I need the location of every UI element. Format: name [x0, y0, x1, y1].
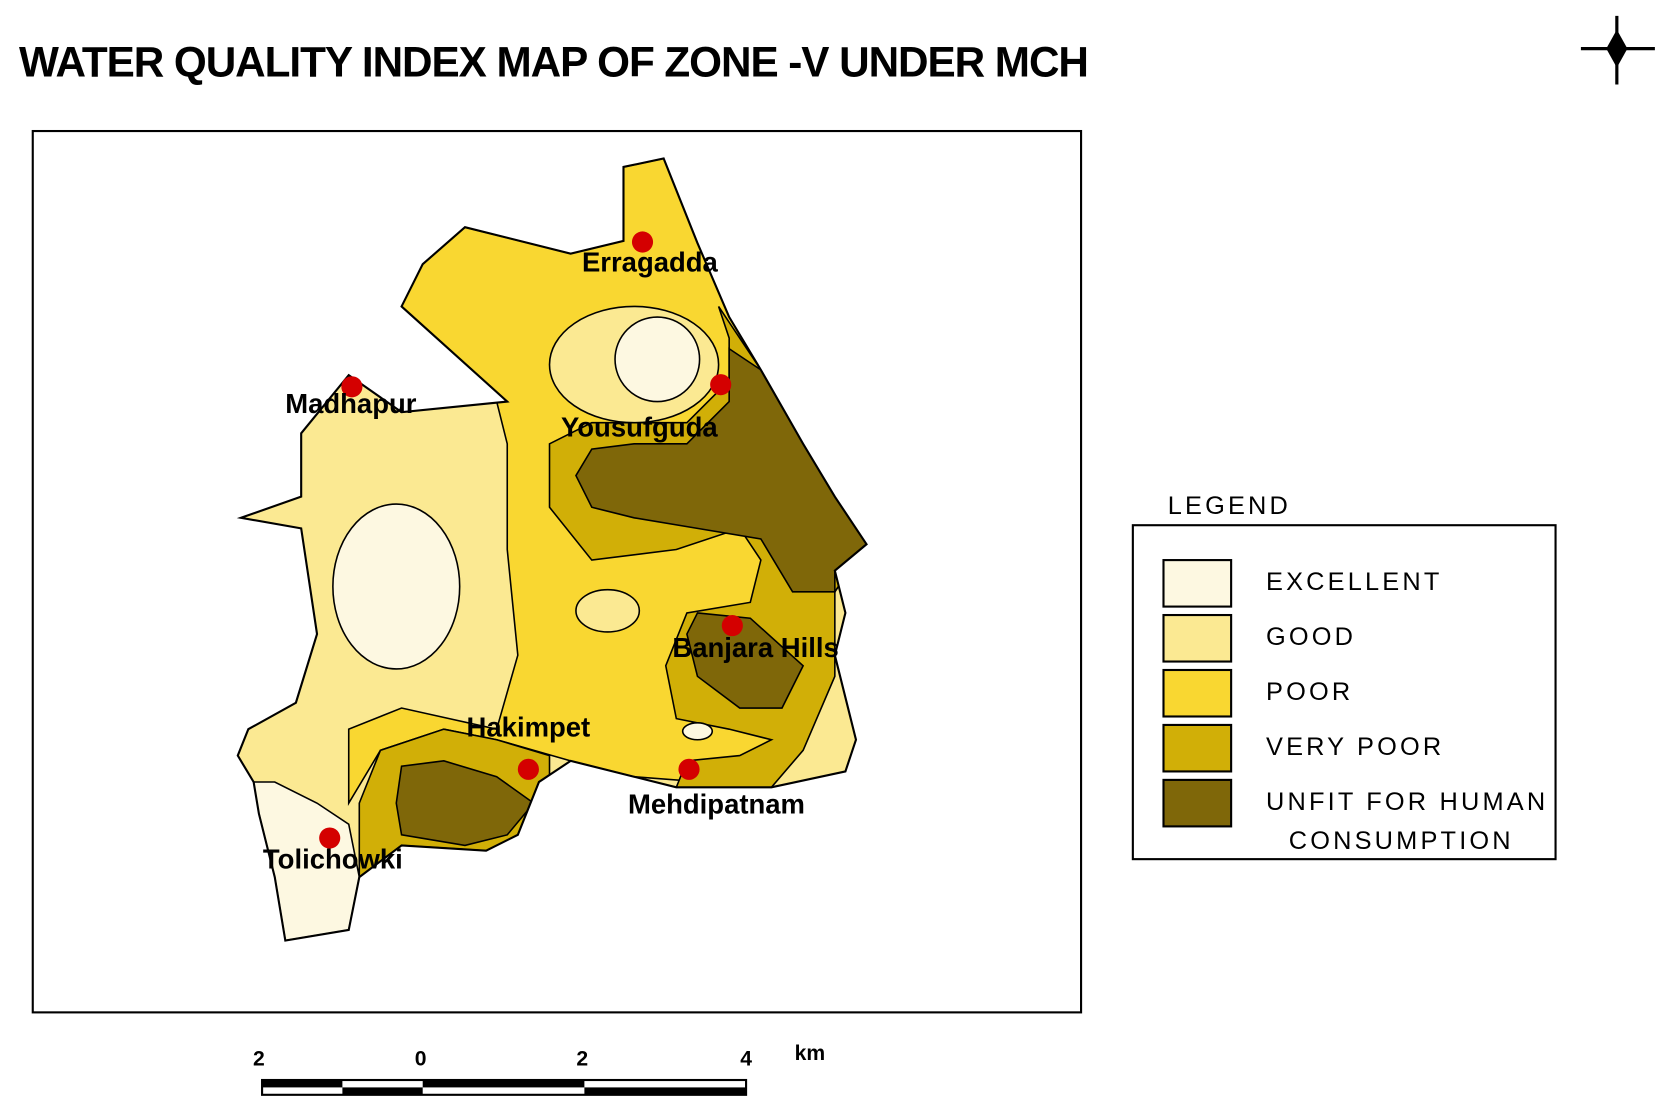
map-title: WATER QUALITY INDEX MAP OF ZONE -V UNDER… [19, 39, 1088, 86]
place-label: Erragadda [582, 246, 719, 277]
place-marker [721, 615, 743, 637]
scale-label: 0 [415, 1048, 427, 1071]
zone-excellent [614, 316, 701, 403]
scale-label: 2 [253, 1048, 265, 1071]
scale-labels: 2 0 2 4 km [253, 1042, 825, 1070]
legend-label: UNFIT FOR HUMAN [1266, 788, 1548, 816]
place-marker [678, 758, 700, 780]
compass [1580, 15, 1655, 85]
legend-label: VERY POOR [1266, 733, 1444, 761]
legend-title: LEGEND [1168, 492, 1291, 520]
scale-label: 4 [740, 1048, 752, 1071]
legend-label: GOOD [1266, 623, 1356, 651]
legend: EXCELLENT GOOD POOR VERY POOR UNFIT FOR HUMA… [1162, 559, 1548, 855]
place-marker [710, 374, 732, 396]
zone-unfit [686, 612, 805, 709]
legend-label: EXCELLENT [1266, 568, 1443, 596]
place-marker [319, 827, 341, 849]
legend-swatch [1162, 668, 1233, 718]
place-label: Banjara Hills [672, 632, 838, 663]
places: Erragadda Madhapur Yousufguda Banjara Hills… [263, 231, 839, 875]
legend-swatch [1162, 613, 1233, 663]
place-marker [341, 376, 363, 398]
legend-label: POOR [1266, 678, 1353, 706]
scale-unit: km [795, 1042, 826, 1065]
place-label: Tolichowki [263, 844, 403, 875]
zone-excellent [681, 722, 714, 741]
place-label: Yousufguda [561, 411, 718, 442]
place-label: Madhapur [285, 388, 417, 419]
place-label: Mehdipatnam [628, 789, 805, 820]
zone-good [575, 588, 641, 633]
legend-swatch [1162, 723, 1233, 773]
place-marker [517, 758, 539, 780]
place-label: Hakimpet [467, 711, 591, 742]
scale-bar [261, 1078, 748, 1096]
zone-excellent [332, 503, 461, 670]
legend-swatch [1162, 559, 1233, 608]
legend-swatch [1162, 778, 1233, 828]
scale-label: 2 [576, 1048, 588, 1071]
legend-label: CONSUMPTION [1289, 827, 1514, 855]
place-marker [631, 231, 654, 253]
